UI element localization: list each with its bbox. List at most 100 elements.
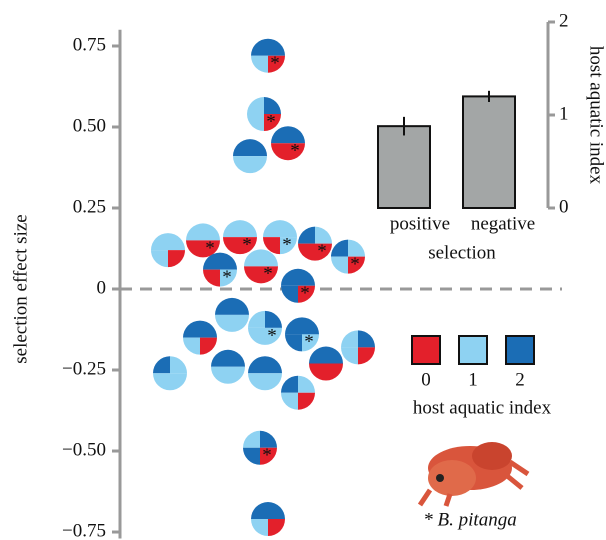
pie-quadrant: [260, 447, 277, 465]
pie-quadrant: [268, 55, 285, 73]
pie-quadrant: [268, 502, 285, 520]
pie-quadrant: [251, 55, 268, 73]
pie-quadrant: [151, 250, 168, 268]
pie-quadrant: [153, 373, 170, 391]
pie-quadrant: [168, 233, 185, 251]
pitanga-marker: *: [270, 53, 280, 74]
pie-quadrant: [326, 363, 343, 381]
pie-quadrant: [200, 320, 217, 338]
pie-quadrant: [260, 430, 277, 448]
pie-quadrant: [358, 330, 375, 348]
pitanga-marker: *: [350, 254, 360, 275]
pie-quadrant: [250, 139, 267, 157]
legend-swatch: [411, 335, 441, 365]
pie-quadrant: [223, 237, 240, 255]
frog-photo: [417, 442, 530, 507]
pie-quadrant: [298, 392, 315, 410]
pie-quadrant: [203, 252, 220, 270]
inset-y-tick-label: 0: [559, 196, 569, 217]
inset-y-tick-label: 2: [559, 10, 569, 31]
pie-quadrant: [265, 310, 282, 328]
pie-quadrant: [348, 256, 365, 274]
pie-quadrant: [341, 330, 358, 348]
y-tick-label: 0.50: [73, 115, 106, 136]
pie-quadrant: [247, 114, 264, 132]
pie-quadrant: [240, 237, 257, 255]
pie-quadrant: [203, 240, 220, 258]
pitanga-marker: *: [222, 267, 232, 288]
pie-quadrant: [215, 297, 232, 315]
pie-quadrant: [168, 250, 185, 268]
pie-quadrant: [280, 237, 297, 255]
pie-quadrant: [228, 349, 245, 367]
pie-quadrant: [200, 337, 217, 355]
pie-quadrant: [298, 243, 315, 261]
pitanga-marker: *: [300, 283, 310, 304]
pie-quadrant: [263, 237, 280, 255]
pie-quadrant: [331, 239, 348, 257]
pie-quadrant: [315, 243, 332, 261]
pie-quadrant: [281, 375, 298, 393]
pie-quadrant: [271, 126, 288, 144]
pie-quadrant: [183, 320, 200, 338]
legend-label: 2: [515, 369, 525, 390]
y-tick-label: −0.25: [62, 358, 106, 379]
pie-quadrant: [298, 268, 315, 286]
species-note: * B. pitanga: [423, 509, 516, 530]
pie-quadrant: [247, 97, 264, 115]
legend-title: host aquatic index: [413, 397, 552, 418]
pie-quadrant: [251, 38, 268, 56]
pie-quadrant: [251, 519, 268, 537]
pie-quadrant: [170, 373, 187, 391]
pie-quadrant: [331, 256, 348, 274]
pie-quadrant: [302, 334, 319, 352]
y-tick-label: 0.75: [73, 34, 106, 55]
pie-quadrant: [298, 375, 315, 393]
pitanga-marker: *: [266, 111, 276, 132]
inset-x-tick-label: positive: [390, 213, 450, 234]
pie-quadrant: [215, 314, 232, 332]
inset-x-tick-label: negative: [471, 213, 535, 234]
pie-quadrant: [281, 268, 298, 286]
pie-quadrant: [220, 252, 237, 270]
bar: [462, 95, 516, 209]
pie-quadrant: [309, 346, 326, 364]
pie-quadrant: [248, 373, 265, 391]
pie-quadrant: [203, 223, 220, 241]
pie-quadrant: [271, 143, 288, 161]
pie-quadrant: [268, 519, 285, 537]
pitanga-marker: *: [262, 445, 272, 466]
legend-label: 1: [468, 369, 478, 390]
pitanga-marker: *: [242, 235, 252, 256]
pie-quadrant: [153, 356, 170, 374]
pitanga-marker: *: [304, 332, 314, 353]
pie-quadrant: [186, 240, 203, 258]
pie-quadrant: [248, 327, 265, 345]
pitanga-marker: *: [317, 241, 327, 262]
pitanga-marker: *: [290, 141, 300, 162]
pie-quadrant: [341, 347, 358, 365]
pie-quadrant: [285, 317, 302, 335]
y-tick-label: −0.50: [62, 439, 106, 460]
pie-quadrant: [233, 156, 250, 174]
pie-quadrant: [281, 392, 298, 410]
inset-y-tick-label: 1: [559, 103, 569, 124]
pie-quadrant: [151, 233, 168, 251]
pie-quadrant: [251, 502, 268, 520]
pie-quadrant: [268, 38, 285, 56]
pitanga-marker: *: [205, 238, 215, 259]
pie-quadrant: [298, 285, 315, 303]
pie-quadrant: [309, 363, 326, 381]
pitanga-marker: *: [267, 325, 277, 346]
pie-quadrant: [265, 356, 282, 374]
pie-quadrant: [326, 346, 343, 364]
y-tick-label: 0.25: [73, 196, 106, 217]
pie-quadrant: [248, 310, 265, 328]
pie-quadrant: [244, 249, 261, 267]
pie-quadrant: [183, 337, 200, 355]
pie-quadrant: [248, 356, 265, 374]
pie-quadrant: [211, 349, 228, 367]
legend-swatch: [505, 335, 535, 365]
